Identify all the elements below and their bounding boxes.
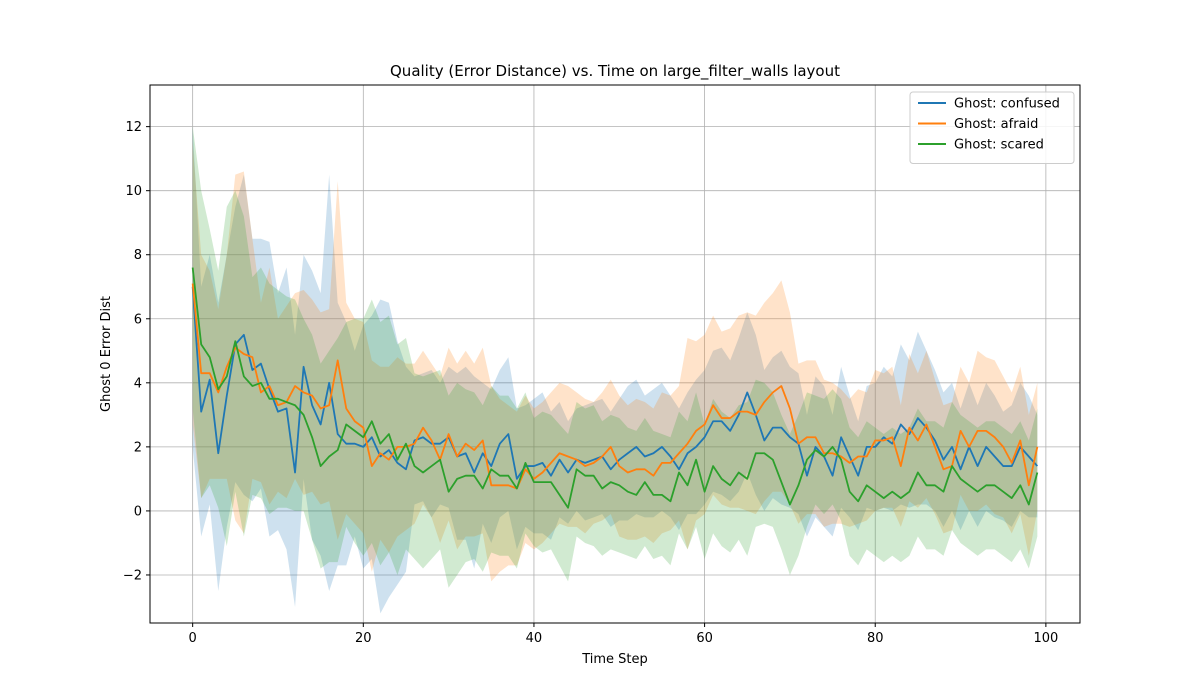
chart-title: Quality (Error Distance) vs. Time on lar… bbox=[390, 62, 840, 81]
x-tick-label: 80 bbox=[867, 631, 884, 646]
legend-label: Ghost: confused bbox=[954, 97, 1060, 112]
legend-label: Ghost: afraid bbox=[954, 117, 1038, 132]
series-line-ghost-afraid bbox=[191, 283, 1039, 490]
x-tick-label: 40 bbox=[526, 631, 543, 646]
band-ghost-confused bbox=[192, 126, 1038, 614]
y-tick-label: 8 bbox=[134, 248, 142, 263]
series-lines bbox=[191, 267, 1039, 509]
y-axis-label: Ghost 0 Error Dist bbox=[99, 296, 114, 412]
x-tick-label: 20 bbox=[355, 631, 372, 646]
plot-frame bbox=[149, 84, 1081, 624]
series-line-ghost-confused bbox=[191, 286, 1039, 480]
legend: Ghost: confused Ghost: afraid Ghost: scare… bbox=[909, 91, 1075, 164]
y-tick-label: 2 bbox=[134, 440, 142, 455]
band-ghost-afraid bbox=[192, 142, 1038, 582]
y-tick-label: 10 bbox=[125, 184, 142, 199]
confidence-bands bbox=[192, 126, 1038, 614]
legend-label: Ghost: scared bbox=[954, 138, 1044, 153]
x-tick-label: 0 bbox=[189, 631, 197, 646]
y-tick-label: 6 bbox=[134, 312, 142, 327]
y-tick-label: −2 bbox=[123, 568, 142, 583]
band-ghost-scared bbox=[192, 126, 1038, 588]
y-tick-label: 0 bbox=[134, 504, 142, 519]
x-tick-label: 100 bbox=[1033, 631, 1058, 646]
series-line-ghost-scared bbox=[191, 267, 1039, 509]
x-tick-label: 60 bbox=[696, 631, 713, 646]
y-tick-label: 4 bbox=[134, 376, 142, 391]
legend-box bbox=[909, 91, 1075, 164]
axis-ticks: 0 20 40 60 80 100 −2 0 2 4 6 8 10 12 bbox=[123, 120, 1058, 646]
grid bbox=[150, 85, 1080, 623]
y-tick-label: 12 bbox=[125, 120, 142, 135]
x-axis-label: Time Step bbox=[581, 652, 648, 667]
